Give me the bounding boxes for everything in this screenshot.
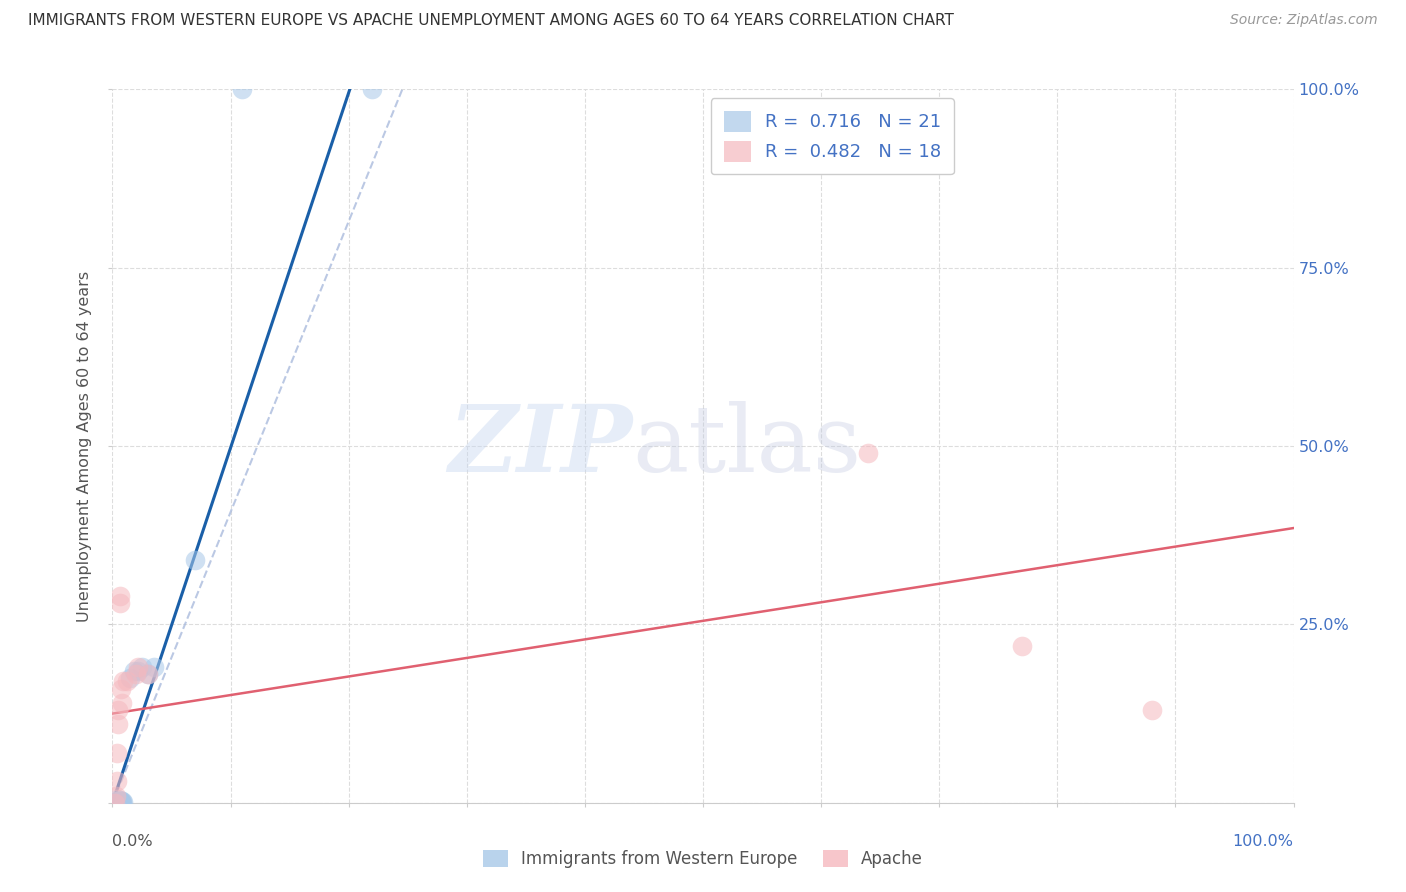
Text: atlas: atlas	[633, 401, 862, 491]
Point	[110, 794, 132, 808]
Point	[105, 746, 128, 760]
Point	[108, 589, 131, 603]
Point	[858, 446, 880, 460]
Point	[115, 674, 138, 689]
Text: 100.0%: 100.0%	[1233, 834, 1294, 849]
Legend: R =  0.716   N = 21, R =  0.482   N = 18: R = 0.716 N = 21, R = 0.482 N = 18	[711, 98, 953, 174]
Point	[107, 795, 129, 809]
Point	[122, 664, 145, 678]
Point	[125, 667, 148, 681]
Point	[112, 674, 135, 689]
Text: ZIP: ZIP	[449, 401, 633, 491]
Point	[107, 717, 129, 731]
Point	[108, 795, 131, 809]
Point	[142, 660, 165, 674]
Point	[105, 792, 128, 806]
Point	[231, 82, 253, 96]
Point	[107, 794, 129, 808]
Text: 0.0%: 0.0%	[112, 834, 153, 849]
Point	[110, 681, 132, 696]
Point	[111, 796, 134, 810]
Point	[112, 795, 135, 809]
Text: IMMIGRANTS FROM WESTERN EUROPE VS APACHE UNEMPLOYMENT AMONG AGES 60 TO 64 YEARS : IMMIGRANTS FROM WESTERN EUROPE VS APACHE…	[28, 13, 955, 29]
Point	[184, 553, 207, 567]
Point	[105, 774, 128, 789]
Point	[105, 794, 128, 808]
Point	[127, 664, 149, 678]
Legend: Immigrants from Western Europe, Apache: Immigrants from Western Europe, Apache	[477, 843, 929, 875]
Point	[107, 703, 129, 717]
Point	[108, 793, 131, 807]
Point	[361, 82, 384, 96]
Point	[1140, 703, 1163, 717]
Text: Source: ZipAtlas.com: Source: ZipAtlas.com	[1230, 13, 1378, 28]
Point	[108, 596, 131, 610]
Point	[110, 795, 132, 809]
Point	[104, 796, 127, 810]
Point	[111, 696, 134, 710]
Point	[120, 671, 142, 685]
Point	[105, 794, 128, 808]
Point	[136, 667, 159, 681]
Point	[136, 667, 159, 681]
Point	[105, 789, 128, 803]
Point	[127, 660, 149, 674]
Point	[111, 794, 134, 808]
Point	[1011, 639, 1033, 653]
Point	[131, 660, 153, 674]
Y-axis label: Unemployment Among Ages 60 to 64 years: Unemployment Among Ages 60 to 64 years	[77, 270, 93, 622]
